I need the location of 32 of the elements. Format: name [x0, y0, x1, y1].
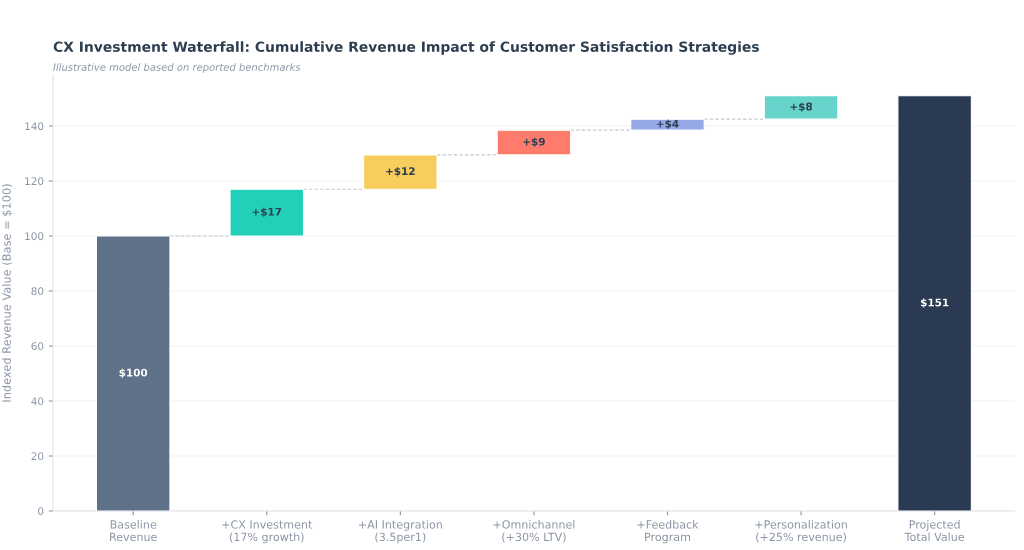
x-tick-label: +Omnichannel (+30% LTV) [493, 520, 575, 543]
data-label: +$12 [386, 167, 415, 177]
data-label: $100 [119, 368, 148, 378]
bar [229, 188, 305, 237]
y-tick-label: 60 [31, 342, 44, 351]
x-tick-label: +CX Investment (17% growth) [222, 520, 313, 544]
y-tick-label: 120 [25, 177, 44, 186]
bar [630, 118, 705, 131]
y-tick-label: 0 [38, 507, 44, 516]
x-tick-label: Projected Total Value [904, 520, 965, 542]
x-tick-label: +Feedback Program [637, 520, 699, 544]
y-axis-title: Indexed Revenue Value (Base = $100) [2, 184, 13, 402]
y-tick-label: 40 [31, 397, 44, 406]
data-label: +$9 [523, 137, 545, 147]
data-label: +$4 [656, 119, 679, 130]
data-label: $151 [920, 298, 949, 308]
bar [95, 235, 171, 511]
x-tick-label: +Personalization (+25% revenue) [755, 520, 847, 543]
y-tick-label: 80 [31, 287, 44, 296]
y-tick-label: 20 [31, 452, 44, 461]
data-label: +$8 [790, 102, 813, 112]
y-tick-label: 100 [25, 232, 44, 241]
bar [763, 95, 839, 120]
x-tick-label: Baseline Revenue [110, 520, 157, 542]
bar [363, 154, 438, 190]
chart-title: CX Investment Waterfall: Cumulative Revenue Impact of Customer Satisfaction Strategies [53, 41, 759, 55]
data-label: +$17 [252, 207, 282, 218]
x-tick-label: +AI Integration (3.5per1) [359, 520, 442, 544]
bar [897, 95, 972, 511]
y-tick-label: 140 [25, 122, 44, 131]
bar [496, 129, 572, 156]
chart-subtitle: Illustrative model based on reported benchmarks [53, 63, 301, 73]
